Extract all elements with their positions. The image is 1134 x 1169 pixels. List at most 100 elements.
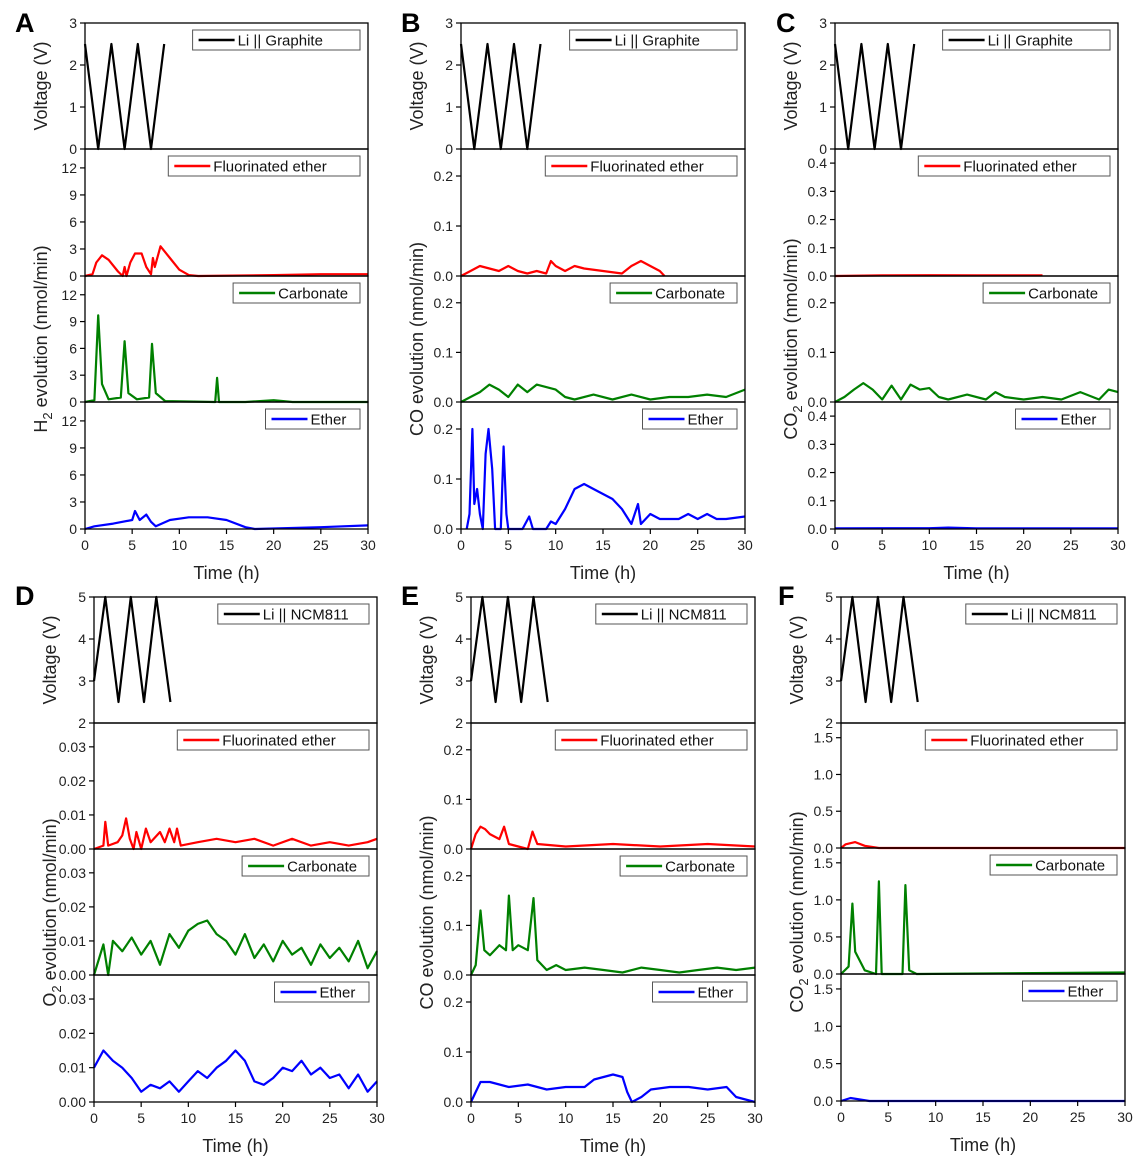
series-line <box>84 245 368 278</box>
gas-axis-label: CO evolution (nmol/min) <box>407 242 427 436</box>
legend: Ether <box>265 408 361 430</box>
y-tick-label: 3 <box>825 673 833 689</box>
y-tick-label: 1 <box>445 99 453 115</box>
y-tick-label: 0 <box>819 141 827 157</box>
legend-label: Fluorinated ether <box>590 159 703 176</box>
voltage-axis-label: Voltage (V) <box>781 41 801 130</box>
legend: Ether <box>652 981 748 1003</box>
x-tick-label: 25 <box>322 1110 338 1126</box>
legend-label: Li || Graphite <box>988 33 1073 50</box>
voltage-axis-label: Voltage (V) <box>31 41 51 130</box>
y-tick-label: 1.0 <box>814 1018 834 1034</box>
y-tick-label: 12 <box>61 160 77 176</box>
x-tick-label: 15 <box>228 1110 244 1126</box>
legend-box <box>924 729 1118 751</box>
subplot-fluorinated-ether: 0.0 0.1 0.2 Fluorinated ether <box>444 722 756 857</box>
x-tick-label: 15 <box>595 537 611 553</box>
legend-label: Li || NCM811 <box>263 607 349 624</box>
x-tick-label: 0 <box>837 1109 845 1125</box>
subplot-carbonate: 0.0 0.1 0.2 Carbonate <box>434 275 746 410</box>
x-tick-label: 30 <box>369 1110 385 1126</box>
axis-label-rest: evolution (nmol/min) <box>787 811 807 978</box>
y-tick-label: 6 <box>69 467 77 483</box>
x-tick-label: 5 <box>878 537 886 553</box>
legend-label: Fluorinated ether <box>970 733 1083 750</box>
y-tick-label: 0.2 <box>808 295 828 311</box>
x-tick-label: 0 <box>467 1110 475 1126</box>
gas-axis-label: CO2 evolution (nmol/min) <box>781 238 805 439</box>
y-tick-label: 0.2 <box>434 295 454 311</box>
legend-box <box>232 282 361 304</box>
y-tick-label: 0.0 <box>444 967 464 983</box>
panel-f: F 2 3 4 5 Li || NCM811 0.0 0.5 1.0 1.5 Fluorinated… <box>778 581 1133 1155</box>
y-tick-label: 3 <box>819 15 827 31</box>
series-line <box>93 817 378 851</box>
panel-c: C 0 1 2 3 Li || Graphite 0.0 0.1 0.2 0.3 0.4 Fluori… <box>776 8 1126 583</box>
series-line <box>470 894 756 976</box>
y-tick-label: 2 <box>819 57 827 73</box>
y-tick-label: 0.01 <box>59 807 86 823</box>
legend: Li || Graphite <box>569 29 738 51</box>
y-tick-label: 0.4 <box>808 408 828 424</box>
y-tick-label: 0.03 <box>59 865 86 881</box>
gas-axis-label: H2 evolution (nmol/min) <box>31 245 55 432</box>
y-tick-label: 0.2 <box>444 742 464 758</box>
y-tick-label: 2 <box>78 715 86 731</box>
subplot-fluorinated-ether: 0 3 6 9 12 Fluorinated ether <box>61 148 369 284</box>
y-tick-label: 0.0 <box>808 394 828 410</box>
series-line <box>93 1049 378 1093</box>
y-tick-label: 3 <box>78 673 86 689</box>
voltage-subplot: 0 1 2 3 Li || Graphite <box>69 15 369 157</box>
x-tick-label: 30 <box>747 1110 763 1126</box>
x-axis-label: Time (h) <box>193 563 259 583</box>
legend-label: Li || Graphite <box>615 33 700 50</box>
y-tick-label: 0 <box>69 521 77 537</box>
series-line <box>84 314 368 404</box>
x-tick-label: 25 <box>690 537 706 553</box>
panel-letter: A <box>15 8 35 38</box>
legend: Fluorinated ether <box>917 155 1111 177</box>
legend-box <box>1022 980 1118 1002</box>
series-line <box>840 840 1125 850</box>
legend-label: Ether <box>688 412 724 429</box>
legend-label: Ether <box>1068 984 1104 1001</box>
series-line <box>469 825 756 851</box>
legend-label: Fluorinated ether <box>213 159 326 176</box>
y-tick-label: 4 <box>455 631 463 647</box>
panel-b: B 0 1 2 3 Li || Graphite 0.0 0.1 0.2 Fluorinated … <box>401 8 753 583</box>
legend-label: Li || NCM811 <box>641 607 727 624</box>
x-tick-label: 15 <box>605 1110 621 1126</box>
y-tick-label: 0.01 <box>59 933 86 949</box>
legend-box <box>192 29 361 51</box>
y-tick-label: 0.01 <box>59 1060 86 1076</box>
x-tick-label: 20 <box>1016 537 1032 553</box>
y-tick-label: 4 <box>825 631 833 647</box>
legend-label: Li || Graphite <box>238 33 323 50</box>
axis-label-rest: evolution (nmol/min) <box>40 818 60 985</box>
y-tick-label: 0.3 <box>808 183 828 199</box>
y-tick-label: 0.5 <box>814 803 834 819</box>
y-tick-label: 2 <box>69 57 77 73</box>
legend-label: Fluorinated ether <box>600 733 713 750</box>
subplot-ether: 0.0 0.1 0.2 0.3 0.4 Ether <box>808 401 1119 537</box>
voltage-subplot: 2 3 4 5 Li || NCM811 <box>825 589 1126 731</box>
subplot-carbonate: 0.0 0.5 1.0 1.5 Carbonate <box>814 847 1126 982</box>
axis-label-subscript: 2 <box>790 405 805 412</box>
legend-label: Carbonate <box>1028 286 1098 303</box>
panel-d: D 2 3 4 5 Li || NCM811 0.00 0.01 0.02 0.03 Fluorin… <box>15 581 385 1156</box>
y-tick-label: 12 <box>61 413 77 429</box>
y-tick-label: 0.0 <box>808 268 828 284</box>
x-tick-label: 25 <box>1063 537 1079 553</box>
y-tick-label: 0.3 <box>808 436 828 452</box>
y-tick-label: 1 <box>69 99 77 115</box>
legend: Ether <box>1015 408 1111 430</box>
subplot-fluorinated-ether: 0.0 0.1 0.2 0.3 0.4 Fluorinated ether <box>808 148 1119 284</box>
x-tick-label: 0 <box>81 537 89 553</box>
x-tick-label: 15 <box>975 1109 991 1125</box>
y-tick-label: 0.1 <box>444 791 464 807</box>
y-tick-label: 0.1 <box>808 240 828 256</box>
y-tick-label: 1.0 <box>814 766 834 782</box>
x-tick-label: 20 <box>275 1110 291 1126</box>
voltage-axis-label: Voltage (V) <box>417 615 437 704</box>
legend: Fluorinated ether <box>544 155 738 177</box>
